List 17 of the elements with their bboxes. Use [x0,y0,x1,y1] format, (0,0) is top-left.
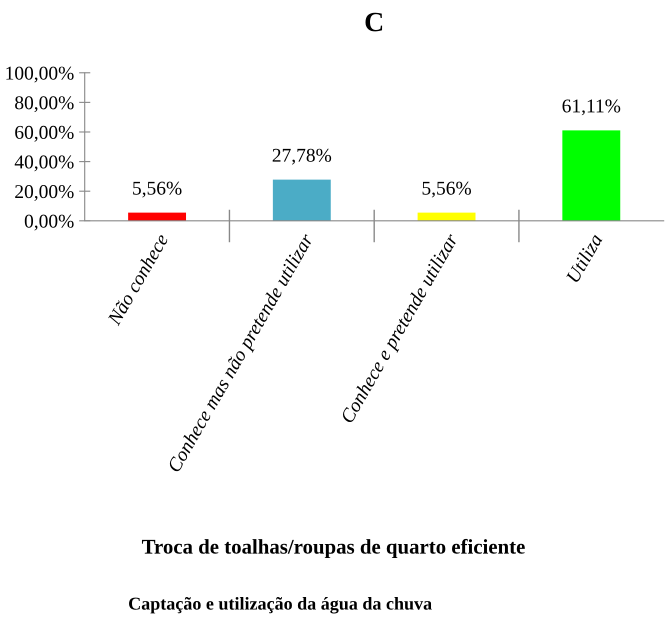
bar [562,130,620,221]
data-label: 5,56% [422,182,472,198]
y-tick-label: 40,00% [14,155,74,172]
bar [128,212,186,221]
chart-title: C [366,12,382,32]
y-tick-label: 60,00% [15,126,74,142]
y-tick-label: 100,00% [6,66,74,83]
data-label: 5,56% [133,182,182,198]
y-tick-label: 20,00% [15,185,74,201]
data-label: 61,11% [562,99,620,116]
y-tick-label: 80,00% [15,96,74,112]
bar [272,180,331,221]
y-tick-label: 0,00% [24,214,74,231]
data-label: 27,78% [272,148,332,165]
text: Captação e utilização da água da chuva [129,596,432,614]
x-axis-title: Troca de toalhas/roupas de quarto eficiente [142,538,525,558]
bar [418,212,476,221]
